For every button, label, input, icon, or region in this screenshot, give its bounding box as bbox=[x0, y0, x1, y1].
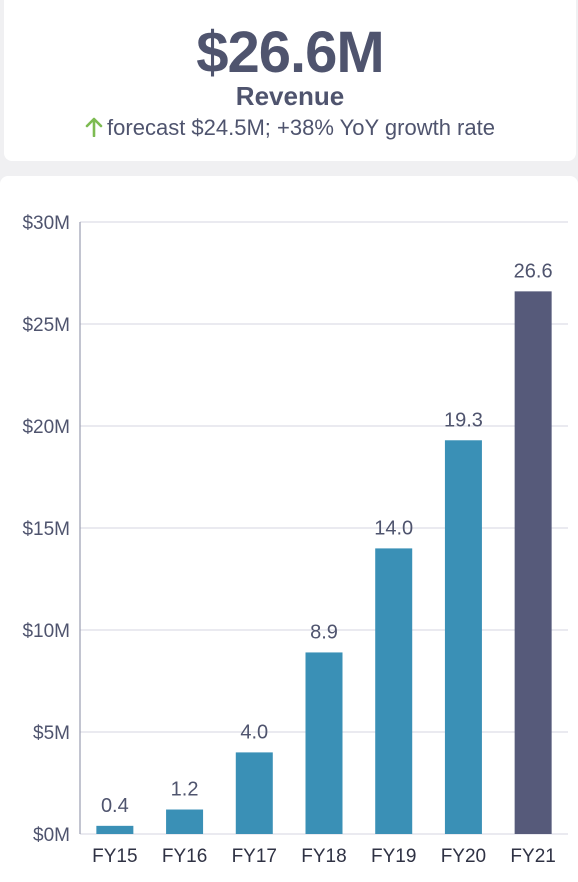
y-tick-label: $25M bbox=[22, 315, 70, 336]
x-tick-label: FY16 bbox=[162, 846, 207, 867]
bar-fy21 bbox=[514, 291, 552, 834]
data-label: 8.9 bbox=[310, 621, 338, 643]
y-tick-label: $15M bbox=[22, 519, 70, 540]
x-tick-label: FY21 bbox=[510, 846, 555, 867]
kpi-subtitle-row: forecast $24.5M; +38% YoY growth rate bbox=[4, 114, 576, 142]
bar-fy15 bbox=[96, 825, 134, 834]
kpi-card: $26.6M Revenue forecast $24.5M; +38% YoY… bbox=[4, 0, 576, 161]
data-label: 14.0 bbox=[374, 517, 413, 539]
y-tick-label: $20M bbox=[22, 417, 70, 438]
x-tick-label: FY17 bbox=[232, 846, 277, 867]
label-layer: $0M $5M $10M $15M $20M $25M $30M 0.4 FY15 1.2 FY16… bbox=[22, 213, 555, 867]
x-tick-label: FY18 bbox=[301, 846, 346, 867]
bar-fy16 bbox=[166, 809, 204, 834]
data-label: 0.4 bbox=[101, 795, 129, 817]
y-tick-label: $5M bbox=[33, 723, 70, 744]
grid-layer bbox=[79, 221, 568, 835]
bar-fy17 bbox=[235, 752, 273, 834]
kpi-value: $26.6M bbox=[196, 20, 384, 85]
y-tick-label: $30M bbox=[22, 213, 70, 234]
chart-card: $0M $5M $10M $15M $20M $25M $30M 0.4 FY15 1.2 FY16… bbox=[0, 176, 578, 882]
x-tick-label: FY15 bbox=[92, 846, 137, 867]
x-tick-label: FY20 bbox=[441, 846, 486, 867]
bar-fy19 bbox=[375, 548, 413, 834]
revenue-bar-chart: $0M $5M $10M $15M $20M $25M $30M 0.4 FY15 1.2 FY16… bbox=[22, 213, 568, 867]
data-label: 26.6 bbox=[514, 260, 553, 282]
data-label: 1.2 bbox=[171, 779, 199, 801]
x-tick-label: FY19 bbox=[371, 846, 416, 867]
kpi-label: Revenue bbox=[235, 81, 345, 111]
data-label: 4.0 bbox=[240, 721, 268, 743]
bar-fy20 bbox=[444, 440, 482, 834]
y-tick-label: $10M bbox=[22, 621, 70, 642]
bar-layer bbox=[96, 291, 552, 834]
y-tick-label: $0M bbox=[33, 825, 70, 846]
bar-fy18 bbox=[305, 652, 343, 834]
data-label: 19.3 bbox=[444, 409, 483, 431]
kpi-subtitle: forecast $24.5M; +38% YoY growth rate bbox=[107, 115, 495, 140]
arrow-up-icon bbox=[85, 117, 103, 137]
